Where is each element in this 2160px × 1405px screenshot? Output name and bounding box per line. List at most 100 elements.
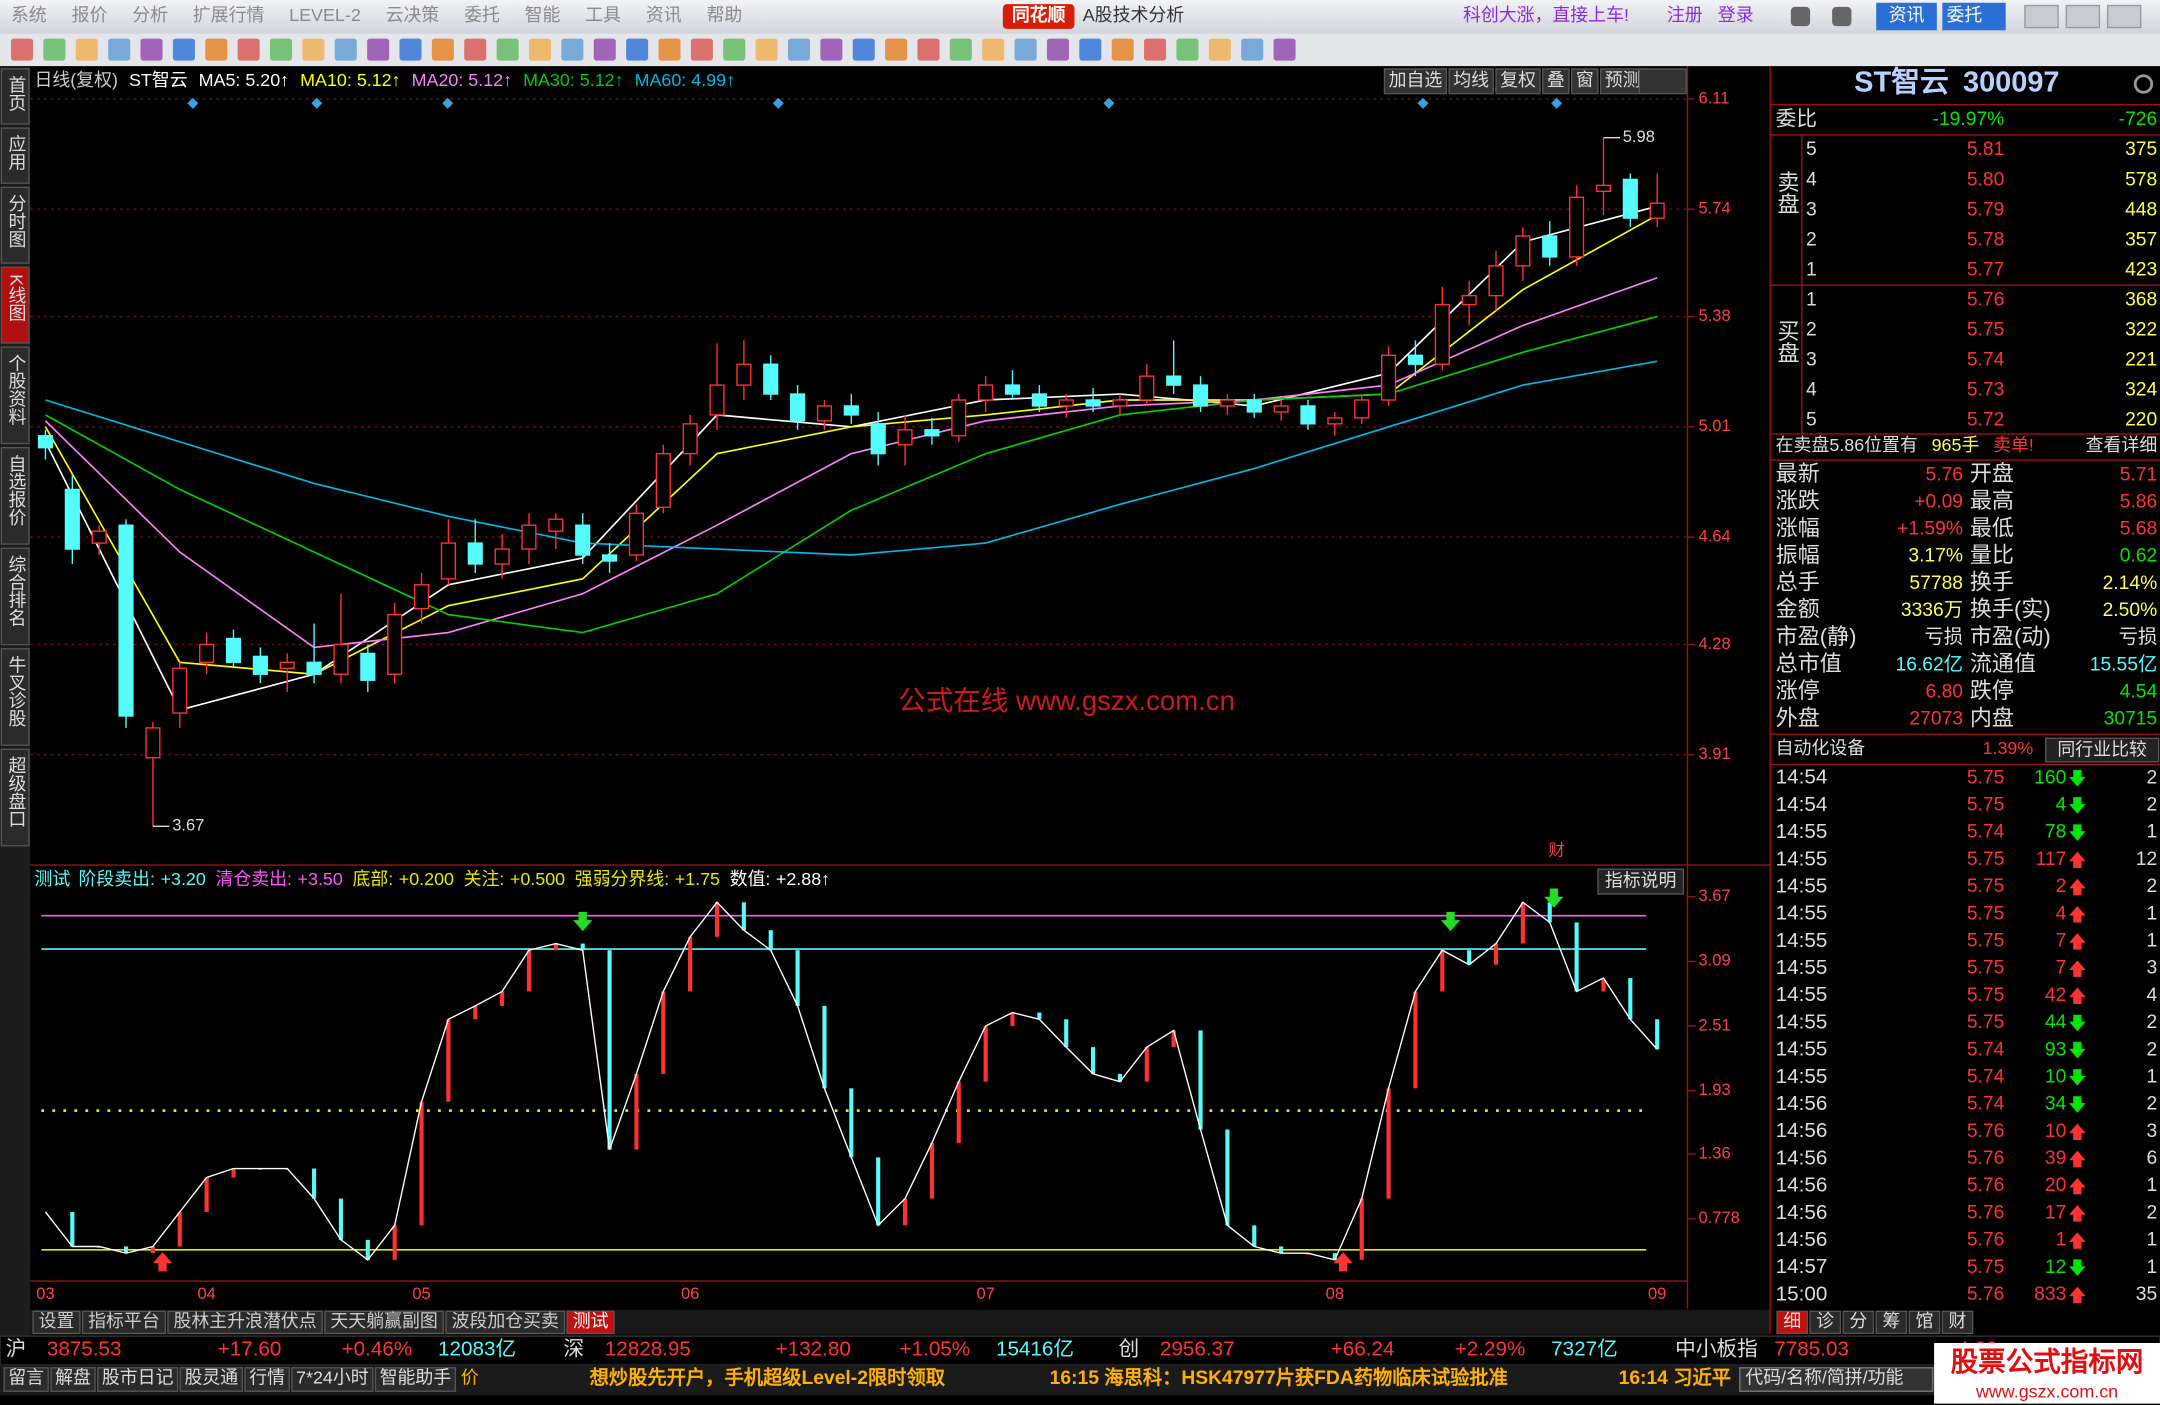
side-tab[interactable]: 牛叉诊股: [6, 655, 26, 727]
toolbar-icon[interactable]: [1144, 38, 1167, 61]
toolbar-icon[interactable]: [593, 38, 616, 61]
chart-button[interactable]: 加自选: [1389, 70, 1443, 90]
top-button[interactable]: 委托: [1946, 5, 1982, 25]
footer-tab[interactable]: 行情: [249, 1368, 285, 1388]
toolbar-icon[interactable]: [43, 38, 66, 61]
menu-item[interactable]: 资讯: [646, 5, 682, 25]
toolbar-icon[interactable]: [367, 38, 390, 61]
toolbar-icon[interactable]: [399, 38, 422, 61]
bottom-tab[interactable]: 股林主升浪潜伏点: [174, 1311, 317, 1331]
toolbar-icon[interactable]: [431, 38, 454, 61]
toolbar-icon[interactable]: [982, 38, 1005, 61]
bottom-tab[interactable]: 测试: [573, 1311, 609, 1331]
toolbar-icon[interactable]: [1176, 38, 1199, 61]
toolbar-icon[interactable]: [464, 38, 487, 61]
top-button[interactable]: 资讯: [1889, 5, 1925, 25]
toolbar-icon[interactable]: [626, 38, 649, 61]
toolbar-icon[interactable]: [1079, 38, 1102, 61]
toolbar-icon[interactable]: [820, 38, 843, 61]
menu-item[interactable]: 报价: [72, 5, 108, 25]
settings-icon[interactable]: [2133, 74, 2154, 94]
side-tab[interactable]: 自选报价: [6, 454, 26, 526]
menu-item[interactable]: 系统: [11, 5, 47, 25]
chart-button[interactable]: 均线: [1453, 70, 1489, 90]
login[interactable]: 登录: [1718, 5, 1754, 25]
toolbar-icon[interactable]: [658, 38, 681, 61]
bottom-tab[interactable]: 天天躺赢副图: [330, 1310, 437, 1331]
notice-link[interactable]: 查看详细: [2086, 435, 2158, 455]
footer-tab[interactable]: 解盘: [55, 1368, 91, 1388]
indicator-button[interactable]: 指标说明: [1605, 870, 1677, 890]
side-tab[interactable]: 个股资料: [6, 354, 26, 426]
side-tab[interactable]: 分时图: [6, 194, 26, 248]
chart-button[interactable]: 预测: [1605, 70, 1641, 90]
chart-button[interactable]: 叠: [1547, 70, 1565, 90]
toolbar-icon[interactable]: [1014, 38, 1037, 61]
toolbar-icon[interactable]: [917, 38, 940, 61]
toolbar-icon[interactable]: [561, 38, 584, 61]
news[interactable]: 想炒股先开户，手机超级Level-2限时领取: [590, 1366, 946, 1389]
toolbar-icon[interactable]: [270, 38, 293, 61]
toolbar-icon[interactable]: [1208, 38, 1231, 61]
toolbar-icon[interactable]: [949, 38, 972, 61]
toolbar-icon[interactable]: [302, 38, 325, 61]
toolbar-icon[interactable]: [496, 38, 519, 61]
news[interactable]: 16:15 海思科：HSK47977片获FDA药物临床试验批准: [1050, 1366, 1508, 1389]
toolbar-icon[interactable]: [11, 38, 34, 61]
toolbar-icon[interactable]: [205, 38, 228, 61]
menu-item[interactable]: 工具: [585, 5, 621, 25]
industry-button[interactable]: 同行业比较: [2057, 739, 2147, 759]
menu-item[interactable]: 帮助: [706, 5, 742, 25]
footer-tab[interactable]: 留言: [8, 1368, 44, 1388]
quote-tab[interactable]: 分: [1849, 1311, 1867, 1331]
side-tab[interactable]: 综合排名: [6, 555, 26, 627]
search[interactable]: 代码/名称/简拼/功能: [1745, 1368, 1903, 1388]
bottom-tab[interactable]: 波段加仓买卖: [452, 1311, 559, 1331]
toolbar-icon[interactable]: [75, 38, 98, 61]
toolbar-icon[interactable]: [1046, 38, 1069, 61]
footer-tab[interactable]: 7*24小时: [296, 1368, 369, 1388]
toolbar-icon[interactable]: [334, 38, 357, 61]
menu-item[interactable]: 分析: [132, 5, 168, 25]
footer-tab[interactable]: 股灵通: [185, 1368, 239, 1388]
toolbar-icon[interactable]: [108, 38, 131, 61]
toolbar-icon[interactable]: [690, 38, 713, 61]
bottom-tab[interactable]: 设置: [39, 1311, 75, 1331]
menu-item[interactable]: LEVEL-2: [289, 5, 361, 25]
chart-button[interactable]: 窗: [1576, 70, 1594, 90]
quote-tab[interactable]: 诊: [1816, 1311, 1834, 1331]
trade-time: 14:54: [1776, 793, 1828, 816]
side-tab[interactable]: 超级盘口: [6, 756, 26, 828]
quote-tab[interactable]: 馆: [1915, 1311, 1933, 1331]
toolbar-icon[interactable]: [237, 38, 260, 61]
toolbar-icon[interactable]: [885, 38, 908, 61]
toolbar-icon[interactable]: [852, 38, 875, 61]
toolbar-icon[interactable]: [1111, 38, 1134, 61]
menu-item[interactable]: 委托: [464, 5, 500, 25]
toolbar-icon[interactable]: [172, 38, 195, 61]
toolbar-icon[interactable]: [528, 38, 552, 61]
menu-item[interactable]: 智能: [525, 5, 561, 25]
toolbar-icon[interactable]: [140, 38, 163, 61]
search-box[interactable]: [1739, 1367, 1934, 1392]
news[interactable]: 16:14 习近平: [1619, 1367, 1731, 1389]
chart-button[interactable]: 复权: [1500, 70, 1536, 90]
toolbar-icon[interactable]: [1241, 38, 1264, 61]
toolbar-icon[interactable]: [1273, 38, 1296, 61]
side-tab[interactable]: 首页: [6, 76, 26, 112]
quote-tab[interactable]: 财: [1949, 1311, 1967, 1331]
toolbar-icon[interactable]: [787, 38, 810, 61]
quote-tab[interactable]: 筹: [1882, 1311, 1900, 1331]
toolbar-icon[interactable]: [723, 38, 746, 61]
register[interactable]: 注册: [1667, 5, 1703, 25]
promo[interactable]: 科创大涨，直接上车!: [1463, 5, 1629, 25]
footer-tab[interactable]: 股市日记: [102, 1368, 174, 1388]
toolbar-icon[interactable]: [755, 38, 778, 61]
menu-item[interactable]: 扩展行情: [193, 5, 265, 25]
side-tab[interactable]: K线图: [6, 274, 26, 322]
quote-tab[interactable]: 细: [1783, 1311, 1801, 1331]
menu-item[interactable]: 云决策: [386, 5, 440, 25]
bottom-tab[interactable]: 指标平台: [88, 1311, 160, 1331]
footer-tab[interactable]: 智能助手: [380, 1368, 452, 1388]
side-tab[interactable]: 应用: [6, 135, 26, 171]
